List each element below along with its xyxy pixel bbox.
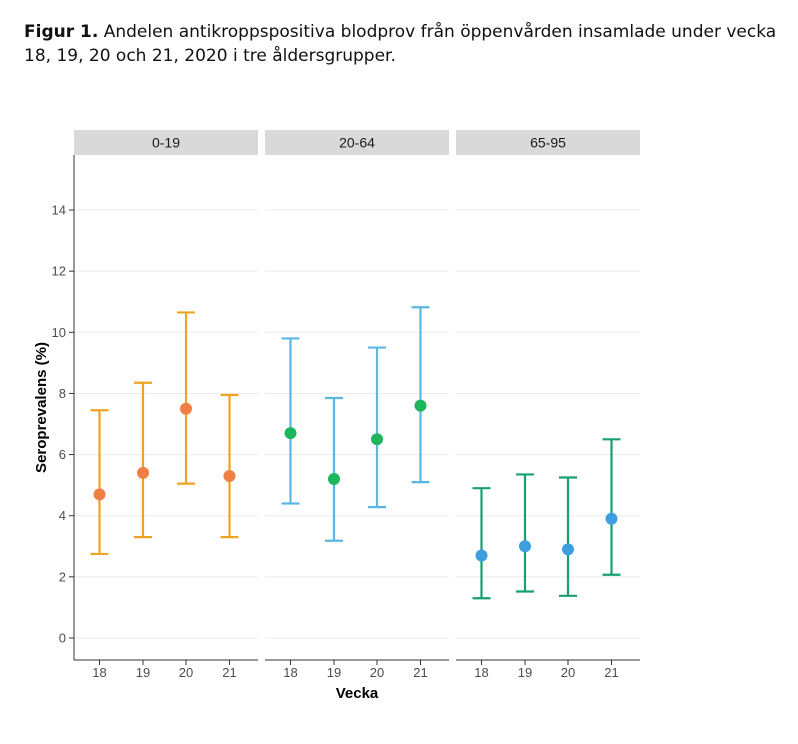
data-point — [475, 549, 488, 562]
data-point — [223, 469, 236, 482]
figure-caption: Figur 1. Andelen antikroppspositiva blod… — [24, 20, 784, 68]
facet-strip — [265, 130, 449, 155]
x-tick-label: 18 — [92, 665, 106, 680]
facet-strip — [456, 130, 640, 155]
x-tick-label: 20 — [561, 665, 575, 680]
x-tick-label: 21 — [604, 665, 618, 680]
y-tick-label: 14 — [52, 203, 66, 218]
x-tick-label: 21 — [413, 665, 427, 680]
data-point — [371, 433, 383, 446]
data-point — [328, 473, 340, 486]
y-tick-label: 8 — [59, 386, 66, 401]
facet-strip — [74, 130, 258, 155]
x-tick-label: 19 — [136, 665, 150, 680]
y-tick-label: 2 — [59, 569, 66, 584]
y-tick-label: 10 — [52, 325, 66, 340]
x-axis-title: Vecka — [336, 685, 379, 702]
x-tick-label: 19 — [518, 665, 532, 680]
x-tick-label: 19 — [327, 665, 341, 680]
y-tick-label: 6 — [59, 447, 66, 462]
y-axis-title: Seroprevalens (%) — [33, 342, 50, 473]
x-tick-label: 18 — [283, 665, 297, 680]
data-point — [180, 402, 192, 415]
facet-strip-label: 20-64 — [339, 135, 375, 151]
data-point — [605, 512, 618, 525]
facet-strip-label: 0-19 — [152, 135, 180, 151]
x-tick-label: 20 — [179, 665, 193, 680]
y-tick-label: 4 — [59, 508, 66, 523]
data-point — [284, 427, 297, 440]
x-tick-label: 18 — [474, 665, 488, 680]
data-point — [414, 399, 427, 412]
data-point — [562, 543, 574, 556]
x-tick-label: 21 — [222, 665, 236, 680]
data-point — [519, 540, 531, 553]
data-point — [137, 466, 149, 479]
caption-text: Andelen antikroppspositiva blodprov från… — [24, 22, 777, 66]
data-point — [93, 488, 106, 501]
y-tick-label: 0 — [59, 631, 66, 646]
x-tick-label: 20 — [370, 665, 384, 680]
caption-label: Figur 1. — [24, 22, 99, 42]
y-tick-label: 12 — [52, 264, 66, 279]
facet-strip-label: 65-95 — [530, 135, 566, 151]
